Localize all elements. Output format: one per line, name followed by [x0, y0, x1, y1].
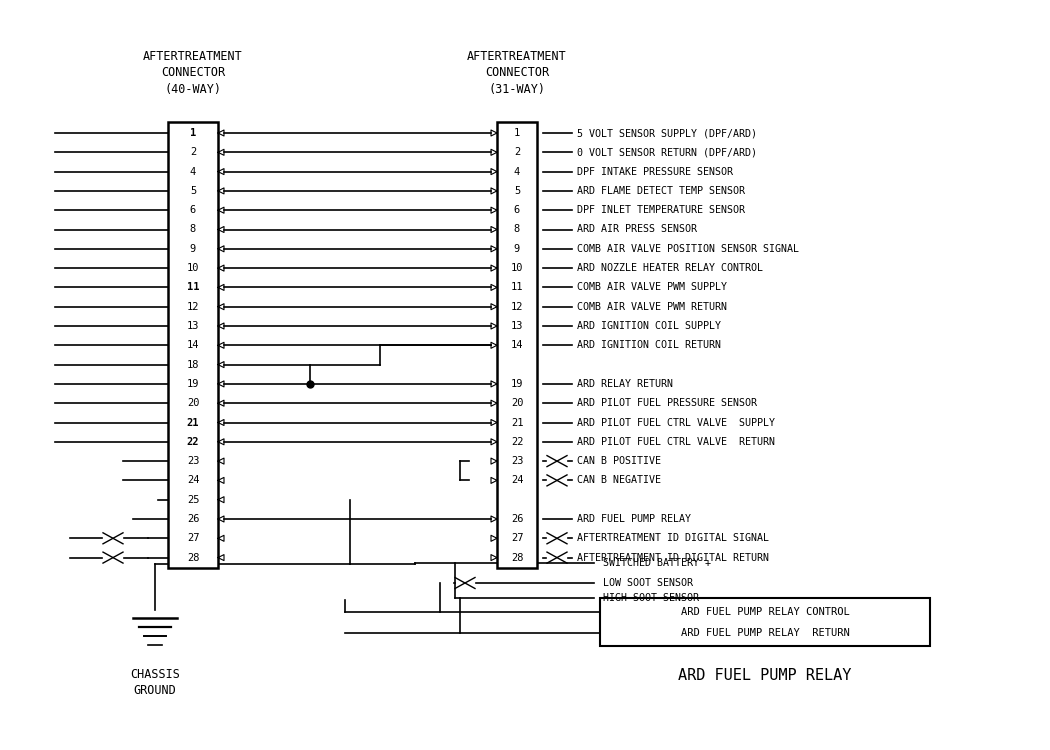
Text: 0 VOLT SENSOR RETURN (DPF/ARD): 0 VOLT SENSOR RETURN (DPF/ARD): [578, 147, 757, 158]
Text: 27: 27: [187, 533, 200, 543]
Text: LOW SOOT SENSOR: LOW SOOT SENSOR: [603, 578, 693, 588]
Text: AFTERTREATMENT: AFTERTREATMENT: [143, 50, 243, 64]
Text: 14: 14: [187, 340, 200, 350]
Text: 26: 26: [187, 514, 200, 524]
Text: 19: 19: [187, 379, 200, 389]
Text: 9: 9: [190, 244, 196, 254]
Text: 9: 9: [513, 244, 520, 254]
Text: 8: 8: [513, 224, 520, 235]
Text: 22: 22: [187, 436, 200, 447]
Text: 1: 1: [513, 128, 520, 138]
Text: GROUND: GROUND: [133, 683, 176, 697]
Text: 24: 24: [510, 476, 523, 485]
Text: ARD IGNITION COIL SUPPLY: ARD IGNITION COIL SUPPLY: [578, 321, 721, 331]
Text: COMB AIR VALVE PWM SUPPLY: COMB AIR VALVE PWM SUPPLY: [578, 283, 727, 292]
Text: 21: 21: [187, 418, 200, 428]
Text: 22: 22: [510, 436, 523, 447]
Text: (31-WAY): (31-WAY): [488, 82, 546, 95]
Text: 23: 23: [187, 456, 200, 466]
Text: 26: 26: [510, 514, 523, 524]
Text: HIGH SOOT SENSOR: HIGH SOOT SENSOR: [603, 593, 699, 603]
Text: 5: 5: [190, 186, 196, 196]
Bar: [497, 122, 537, 568]
Text: 13: 13: [510, 321, 523, 331]
Text: ARD FLAME DETECT TEMP SENSOR: ARD FLAME DETECT TEMP SENSOR: [578, 186, 745, 196]
Text: AFTERTREATMENT ID DIGITAL RETURN: AFTERTREATMENT ID DIGITAL RETURN: [578, 553, 769, 562]
Text: 4: 4: [190, 166, 196, 176]
Text: CAN B POSITIVE: CAN B POSITIVE: [578, 456, 662, 466]
Text: 28: 28: [187, 553, 200, 562]
Text: 21: 21: [510, 418, 523, 428]
Bar: [600, 598, 930, 646]
Text: 20: 20: [187, 398, 200, 408]
Text: ARD NOZZLE HEATER RELAY CONTROL: ARD NOZZLE HEATER RELAY CONTROL: [578, 263, 763, 273]
Text: ARD FUEL PUMP RELAY: ARD FUEL PUMP RELAY: [578, 514, 691, 524]
Text: 18: 18: [187, 359, 200, 370]
Text: 2: 2: [190, 147, 196, 158]
Text: 6: 6: [190, 206, 196, 215]
Text: 19: 19: [510, 379, 523, 389]
Text: DPF INTAKE PRESSURE SENSOR: DPF INTAKE PRESSURE SENSOR: [578, 166, 733, 176]
Text: 14: 14: [510, 340, 523, 350]
Text: ARD FUEL PUMP RELAY  RETURN: ARD FUEL PUMP RELAY RETURN: [680, 628, 849, 638]
Text: ARD PILOT FUEL CTRL VALVE  RETURN: ARD PILOT FUEL CTRL VALVE RETURN: [578, 436, 775, 447]
Text: AFTERTREATMENT: AFTERTREATMENT: [467, 50, 567, 64]
Text: 10: 10: [510, 263, 523, 273]
Text: 12: 12: [187, 302, 200, 312]
Text: 24: 24: [187, 476, 200, 485]
Text: 13: 13: [187, 321, 200, 331]
Text: CHASSIS: CHASSIS: [130, 668, 180, 682]
Text: 10: 10: [187, 263, 200, 273]
Text: ARD PILOT FUEL CTRL VALVE  SUPPLY: ARD PILOT FUEL CTRL VALVE SUPPLY: [578, 418, 775, 428]
Text: 5: 5: [513, 186, 520, 196]
Text: CAN B NEGATIVE: CAN B NEGATIVE: [578, 476, 662, 485]
Text: COMB AIR VALVE PWM RETURN: COMB AIR VALVE PWM RETURN: [578, 302, 727, 312]
Text: ARD FUEL PUMP RELAY: ARD FUEL PUMP RELAY: [678, 668, 852, 683]
Text: 4: 4: [513, 166, 520, 176]
Text: (40-WAY): (40-WAY): [165, 82, 222, 95]
Text: SWITCHED BATTERY +: SWITCHED BATTERY +: [603, 558, 711, 568]
Text: DPF INLET TEMPERATURE SENSOR: DPF INLET TEMPERATURE SENSOR: [578, 206, 745, 215]
Text: 11: 11: [510, 283, 523, 292]
Text: 23: 23: [510, 456, 523, 466]
Text: ARD IGNITION COIL RETURN: ARD IGNITION COIL RETURN: [578, 340, 721, 350]
Text: ARD FUEL PUMP RELAY CONTROL: ARD FUEL PUMP RELAY CONTROL: [680, 608, 849, 617]
Text: 25: 25: [187, 495, 200, 505]
Text: 6: 6: [513, 206, 520, 215]
Text: ARD AIR PRESS SENSOR: ARD AIR PRESS SENSOR: [578, 224, 697, 235]
Text: ARD RELAY RETURN: ARD RELAY RETURN: [578, 379, 673, 389]
Text: 11: 11: [187, 283, 200, 292]
Text: ARD PILOT FUEL PRESSURE SENSOR: ARD PILOT FUEL PRESSURE SENSOR: [578, 398, 757, 408]
Text: AFTERTREATMENT ID DIGITAL SIGNAL: AFTERTREATMENT ID DIGITAL SIGNAL: [578, 533, 769, 543]
Text: COMB AIR VALVE POSITION SENSOR SIGNAL: COMB AIR VALVE POSITION SENSOR SIGNAL: [578, 244, 799, 254]
Text: CONNECTOR: CONNECTOR: [485, 67, 549, 80]
Text: 20: 20: [510, 398, 523, 408]
Text: 5 VOLT SENSOR SUPPLY (DPF/ARD): 5 VOLT SENSOR SUPPLY (DPF/ARD): [578, 128, 757, 138]
Text: 1: 1: [190, 128, 196, 138]
Text: CONNECTOR: CONNECTOR: [161, 67, 225, 80]
Text: 2: 2: [513, 147, 520, 158]
Text: 27: 27: [510, 533, 523, 543]
Bar: [168, 122, 218, 568]
Text: 28: 28: [510, 553, 523, 562]
Text: 12: 12: [510, 302, 523, 312]
Text: 8: 8: [190, 224, 196, 235]
